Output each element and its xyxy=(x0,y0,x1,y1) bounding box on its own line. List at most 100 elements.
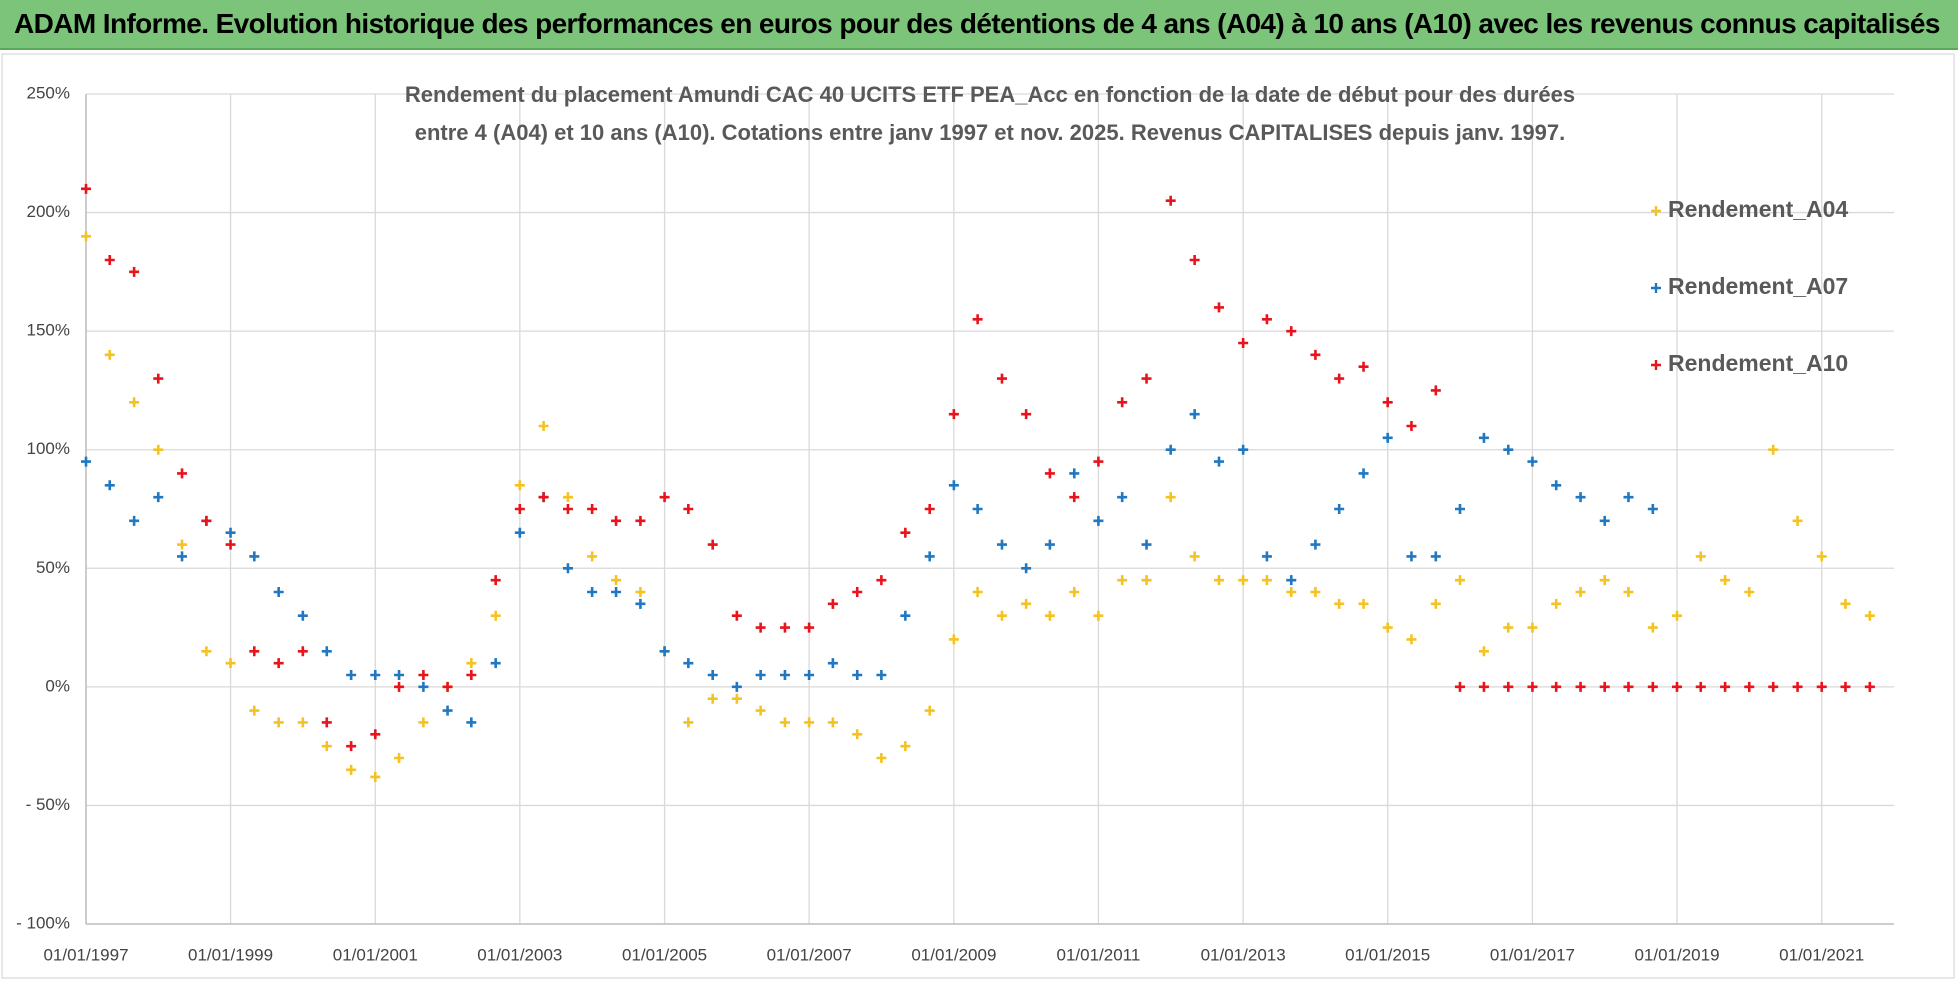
data-point xyxy=(225,539,236,550)
data-point xyxy=(514,527,525,538)
data-point xyxy=(394,670,405,680)
data-point xyxy=(1358,468,1369,479)
data-point xyxy=(611,587,622,597)
data-point xyxy=(972,504,983,514)
data-point xyxy=(1695,681,1706,692)
data-point xyxy=(538,421,549,431)
data-point xyxy=(1623,587,1634,597)
data-point xyxy=(707,693,718,704)
data-point xyxy=(1720,575,1731,586)
data-point xyxy=(1286,587,1297,597)
data-point xyxy=(1093,456,1104,467)
data-point xyxy=(876,575,887,586)
data-point xyxy=(1551,480,1562,491)
data-point xyxy=(779,622,790,633)
data-point xyxy=(297,717,308,728)
data-point xyxy=(1671,610,1682,621)
data-point xyxy=(490,610,501,621)
data-point xyxy=(924,504,935,514)
data-point xyxy=(370,771,381,782)
data-point xyxy=(1647,504,1658,514)
data-point xyxy=(1310,587,1321,597)
data-point xyxy=(1286,326,1297,337)
data-point xyxy=(104,255,115,265)
data-point xyxy=(321,741,332,752)
data-point xyxy=(104,480,115,491)
legend-marker xyxy=(1651,360,1661,370)
data-point xyxy=(1647,681,1658,692)
data-point xyxy=(1623,492,1634,503)
data-point xyxy=(996,610,1007,621)
chart: - 100% - 50% 0% 50% 100% 150% 200% 250% 01/01/19… xyxy=(1,53,1955,979)
x-tick-label: 01/01/2011 xyxy=(1056,945,1140,964)
data-point xyxy=(804,717,815,728)
data-point xyxy=(1864,681,1875,692)
data-point xyxy=(562,504,573,514)
data-point xyxy=(1454,575,1465,586)
data-point xyxy=(1141,373,1152,384)
data-point xyxy=(153,444,164,455)
data-point xyxy=(972,587,983,597)
data-point xyxy=(1430,598,1441,609)
data-point xyxy=(1816,551,1827,562)
data-point xyxy=(779,670,790,680)
data-point xyxy=(779,717,790,728)
data-point xyxy=(635,587,646,597)
data-point xyxy=(1840,681,1851,692)
data-point xyxy=(1744,587,1755,597)
x-tick-label: 01/01/2009 xyxy=(911,945,996,964)
data-point xyxy=(1117,575,1128,586)
data-point xyxy=(1069,587,1080,597)
data-point xyxy=(1021,598,1032,609)
y-tick-label: 150% xyxy=(27,321,70,340)
data-point xyxy=(1478,681,1489,692)
data-point xyxy=(370,670,381,680)
data-point xyxy=(852,729,863,740)
data-point xyxy=(1430,385,1441,396)
data-point xyxy=(273,587,284,597)
data-point xyxy=(104,349,115,360)
data-point xyxy=(1286,575,1297,586)
data-point xyxy=(755,705,766,716)
data-point xyxy=(635,515,646,526)
legend-marker xyxy=(1651,206,1661,216)
data-point xyxy=(297,610,308,621)
data-point xyxy=(1575,681,1586,692)
page-title: ADAM Informe. Evolution historique des p… xyxy=(14,8,1940,39)
x-tick-label: 01/01/1997 xyxy=(43,945,128,964)
data-point xyxy=(346,670,357,680)
data-point xyxy=(1503,444,1514,455)
data-point xyxy=(1744,681,1755,692)
x-tick-label: 01/01/2013 xyxy=(1201,945,1286,964)
legend-label: Rendement_A04 xyxy=(1668,196,1848,222)
data-point xyxy=(948,634,959,645)
data-point xyxy=(1382,432,1393,443)
data-point xyxy=(852,670,863,680)
data-point xyxy=(249,705,260,716)
data-point xyxy=(1792,515,1803,526)
data-point xyxy=(683,658,694,669)
x-tick-label: 01/01/2019 xyxy=(1634,945,1719,964)
data-point xyxy=(177,539,188,550)
data-point xyxy=(538,492,549,503)
data-point xyxy=(1527,456,1538,467)
x-tick-label: 01/01/2007 xyxy=(767,945,852,964)
data-point xyxy=(1406,634,1417,645)
data-point xyxy=(1599,515,1610,526)
data-point xyxy=(1093,610,1104,621)
data-point xyxy=(804,622,815,633)
data-point xyxy=(81,183,91,194)
data-point xyxy=(1334,598,1345,609)
data-point xyxy=(466,717,477,728)
x-tick-label: 01/01/2005 xyxy=(622,945,707,964)
x-tick-label: 01/01/2017 xyxy=(1490,945,1575,964)
data-point xyxy=(587,551,598,562)
data-point xyxy=(635,598,646,609)
data-point xyxy=(249,551,260,562)
data-point xyxy=(683,717,694,728)
data-point xyxy=(827,717,838,728)
y-tick-label: 50% xyxy=(36,558,70,577)
data-point xyxy=(755,670,766,680)
data-point xyxy=(1165,444,1176,455)
data-point xyxy=(1720,681,1731,692)
